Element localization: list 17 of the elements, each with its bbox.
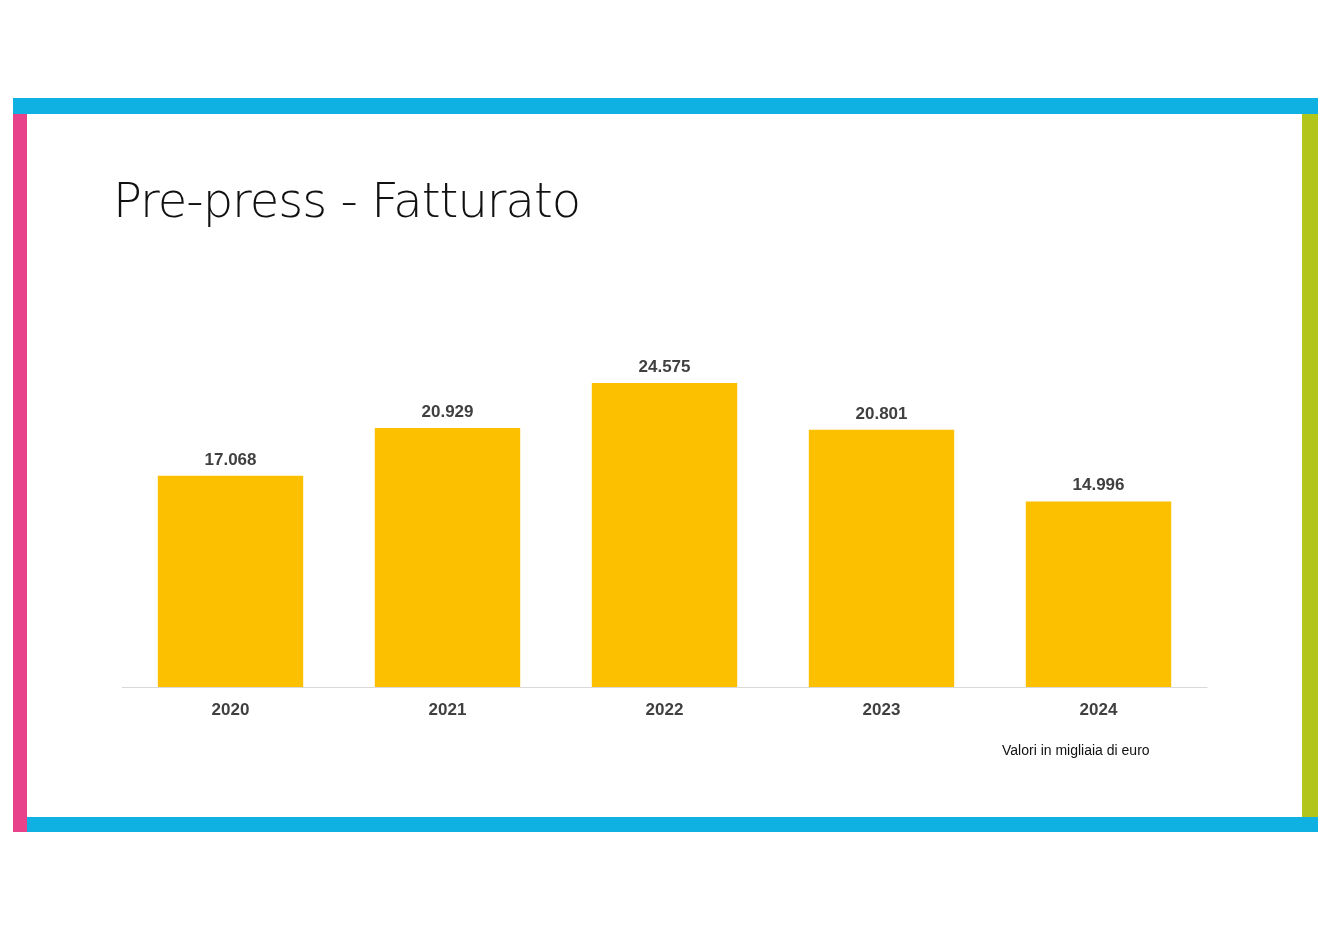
bar (808, 429, 955, 687)
text: Valori in migliaia di euro (1002, 742, 1150, 758)
bar (374, 428, 521, 687)
x-tick-label: 2021 (428, 700, 467, 719)
bar (591, 383, 738, 687)
x-tick-label: 2020 (211, 700, 250, 719)
data-label: 17.068 (204, 449, 257, 469)
data-label: 20.801 (855, 403, 908, 423)
bar (157, 475, 304, 687)
data-label: 14.996 (1072, 475, 1125, 495)
data-label: 20.929 (421, 402, 474, 422)
x-tick-label: 2024 (1079, 700, 1118, 719)
chart-title: Pre-press - Fatturato (113, 172, 581, 228)
data-label: 24.575 (638, 357, 691, 376)
x-tick-label: 2023 (862, 700, 901, 719)
x-tick-label: 2022 (645, 700, 684, 719)
bar (1025, 501, 1172, 687)
